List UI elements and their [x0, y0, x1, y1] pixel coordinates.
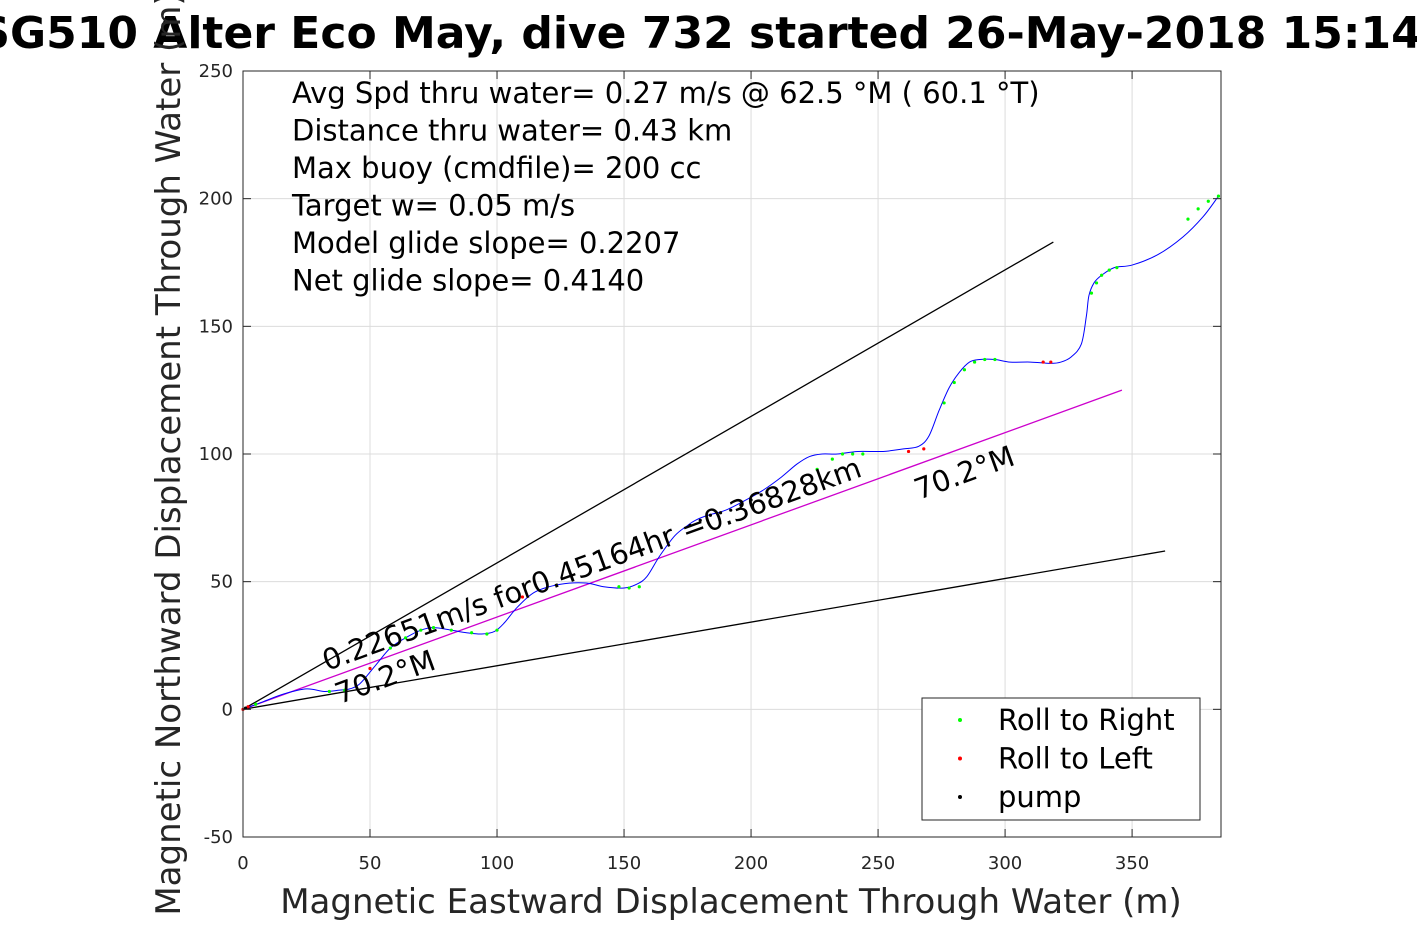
x-tick-label: 150 — [607, 853, 641, 874]
legend-label: Roll to Left — [998, 742, 1153, 776]
y-tick-label: 250 — [199, 61, 233, 82]
roll-right-marker — [254, 702, 258, 706]
x-tick-label: 300 — [988, 853, 1022, 874]
roll-right-marker — [1206, 199, 1210, 203]
pump-marker — [698, 518, 702, 522]
legend: Roll to Right Roll to Left pump — [921, 697, 1201, 821]
y-tick-label: 150 — [199, 316, 233, 337]
y-tick-label: 0 — [222, 699, 233, 720]
roll-right-marker — [1100, 273, 1104, 277]
legend-marker — [958, 795, 962, 799]
roll-right-marker — [627, 586, 631, 590]
roll-right-marker — [983, 357, 987, 362]
roll-right-marker — [952, 380, 956, 385]
pump-marker — [718, 511, 723, 515]
x-tick-label: 350 — [1115, 853, 1149, 874]
pump-marker — [749, 498, 753, 502]
roll-left-marker — [520, 595, 525, 599]
x-tick-label: 200 — [734, 853, 768, 874]
pump-marker — [739, 503, 743, 507]
y-tick-label: 100 — [199, 444, 233, 465]
roll-right-marker — [470, 631, 474, 635]
x-axis-label: Magnetic Eastward Displacement Through W… — [280, 882, 1182, 922]
roll-left-marker — [246, 705, 250, 709]
roll-right-marker — [1216, 194, 1221, 198]
roll-right-marker — [431, 626, 436, 630]
roll-right-marker — [830, 457, 834, 461]
pump-marker — [729, 508, 733, 512]
y-axis-label: Magnetic Northward Displacement Through … — [149, 0, 189, 916]
info-line: Net glide slope= 0.4140 — [292, 264, 644, 298]
roll-right-marker — [993, 357, 997, 362]
roll-right-marker — [1094, 281, 1099, 285]
info-box: Avg Spd thru water= 0.27 m/s @ 62.5 °M (… — [291, 76, 1040, 298]
roll-right-marker — [972, 360, 977, 364]
legend-label: pump — [998, 780, 1081, 814]
legend-label: Roll to Right — [998, 703, 1175, 737]
chart-title: SG510 Alter Eco May, dive 732 started 26… — [0, 8, 1417, 59]
grid — [242, 70, 1221, 838]
heading-line — [242, 389, 1123, 710]
roll-left-marker — [906, 449, 911, 454]
x-tick-label: 100 — [480, 853, 514, 874]
markers — [241, 194, 1221, 711]
roll-right-marker — [815, 467, 819, 471]
legend-marker — [958, 756, 962, 761]
roll-right-marker — [388, 646, 392, 650]
annotation: 70.2°M — [909, 439, 1018, 507]
roll-left-marker — [1041, 360, 1045, 364]
roll-right-marker — [1089, 291, 1094, 295]
y-tick-label: 50 — [210, 572, 233, 593]
info-line: Max buoy (cmdfile)= 200 cc — [292, 151, 701, 185]
pump-marker — [688, 523, 692, 528]
x-tick-label: 50 — [359, 853, 382, 874]
roll-right-marker — [851, 452, 855, 456]
roll-right-marker — [1115, 266, 1119, 270]
roll-right-marker — [485, 632, 489, 636]
legend-marker — [958, 718, 962, 722]
roll-right-marker — [343, 688, 347, 692]
roll-right-marker — [1107, 268, 1111, 272]
roll-right-marker — [840, 452, 845, 456]
y-tick-label: -50 — [204, 827, 233, 848]
legend-box — [921, 697, 1201, 821]
roll-right-marker — [617, 585, 621, 589]
roll-left-marker — [368, 666, 372, 671]
roll-right-marker — [962, 368, 967, 372]
x-tick-label: 250 — [861, 853, 895, 874]
roll-left-marker — [922, 447, 926, 451]
info-line: Target w= 0.05 m/s — [291, 189, 575, 223]
roll-left-marker — [1049, 360, 1053, 364]
annotations: 0.22651m/s for0.45164hr =0.36828km 70.2°M… — [318, 439, 1019, 711]
roll-right-marker — [327, 689, 331, 694]
heading-lines — [242, 241, 1166, 710]
pump-marker — [708, 513, 713, 517]
roll-right-marker — [449, 628, 453, 632]
roll-right-marker — [942, 401, 946, 405]
roll-right-marker — [1196, 207, 1200, 211]
info-line: Distance thru water= 0.43 km — [292, 114, 732, 148]
annotation: 0.22651m/s for0.45164hr =0.36828km — [318, 450, 866, 677]
heading-line — [242, 550, 1166, 710]
roll-right-marker — [861, 452, 865, 456]
roll-right-marker — [495, 628, 499, 632]
x-tick-label: 0 — [237, 853, 248, 874]
roll-right-marker — [403, 636, 408, 640]
roll-right-marker — [637, 585, 641, 589]
y-tick-label: 200 — [199, 189, 233, 210]
info-line: Model glide slope= 0.2207 — [292, 226, 680, 260]
roll-right-marker — [419, 628, 423, 632]
heading-line — [242, 241, 1054, 710]
pump-marker — [759, 493, 763, 497]
roll-right-marker — [1186, 217, 1190, 221]
info-line: Avg Spd thru water= 0.27 m/s @ 62.5 °M (… — [292, 76, 1040, 110]
